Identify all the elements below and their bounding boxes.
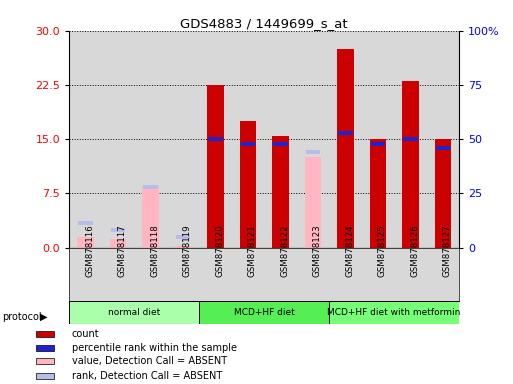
Bar (111, 228, 125, 232)
Bar (305, 157, 321, 248)
Bar (175, 235, 190, 239)
Bar (199, 301, 329, 324)
Text: normal diet: normal diet (108, 308, 161, 317)
Text: MCD+HF diet: MCD+HF diet (234, 308, 294, 317)
Text: GSM878125: GSM878125 (378, 224, 387, 277)
Bar (394, 31, 427, 248)
Bar (435, 139, 451, 248)
Bar (77, 237, 93, 248)
Bar (264, 31, 297, 248)
Text: GSM878121: GSM878121 (248, 224, 257, 277)
Bar (142, 186, 159, 248)
Bar (329, 301, 459, 324)
Text: GSM878124: GSM878124 (345, 224, 354, 277)
Bar (402, 81, 419, 248)
Bar (362, 31, 394, 248)
Text: GSM878118: GSM878118 (150, 224, 160, 277)
Bar (427, 31, 459, 248)
Text: protocol: protocol (3, 312, 42, 322)
Text: value, Detection Call = ABSENT: value, Detection Call = ABSENT (72, 356, 227, 366)
Bar (35, 373, 54, 379)
Bar (370, 142, 385, 146)
Bar (78, 221, 93, 225)
Bar (35, 358, 54, 364)
Bar (207, 85, 224, 248)
Bar (306, 150, 320, 154)
Text: GSM878116: GSM878116 (86, 224, 94, 277)
Bar (240, 121, 256, 248)
Title: GDS4883 / 1449699_s_at: GDS4883 / 1449699_s_at (181, 17, 348, 30)
Bar (436, 146, 450, 150)
Bar (35, 331, 54, 337)
Bar (175, 245, 191, 248)
Bar (134, 31, 167, 248)
Text: rank, Detection Call = ABSENT: rank, Detection Call = ABSENT (72, 371, 222, 381)
Bar (272, 136, 288, 248)
Bar (338, 131, 353, 135)
Bar (167, 31, 199, 248)
Bar (403, 137, 418, 141)
Bar (329, 31, 362, 248)
Bar (110, 239, 126, 248)
Bar (208, 137, 223, 141)
Bar (232, 31, 264, 248)
Bar (297, 31, 329, 248)
Bar (143, 185, 158, 189)
Bar (35, 344, 54, 351)
Text: GSM878120: GSM878120 (215, 224, 225, 277)
Bar (337, 49, 353, 248)
Text: GSM878119: GSM878119 (183, 224, 192, 277)
Bar (241, 142, 255, 146)
Text: GSM878126: GSM878126 (410, 224, 420, 277)
Text: GSM878123: GSM878123 (313, 224, 322, 277)
Text: GSM878127: GSM878127 (443, 224, 452, 277)
Bar (273, 142, 288, 146)
Text: count: count (72, 329, 100, 339)
Bar (199, 31, 232, 248)
Bar (370, 139, 386, 248)
Bar (102, 31, 134, 248)
Text: ▶: ▶ (40, 312, 47, 322)
Text: GSM878122: GSM878122 (281, 224, 289, 277)
Text: MCD+HF diet with metformin: MCD+HF diet with metformin (327, 308, 461, 317)
Bar (69, 301, 199, 324)
Text: percentile rank within the sample: percentile rank within the sample (72, 343, 237, 353)
Text: GSM878117: GSM878117 (118, 224, 127, 277)
Bar (69, 31, 102, 248)
